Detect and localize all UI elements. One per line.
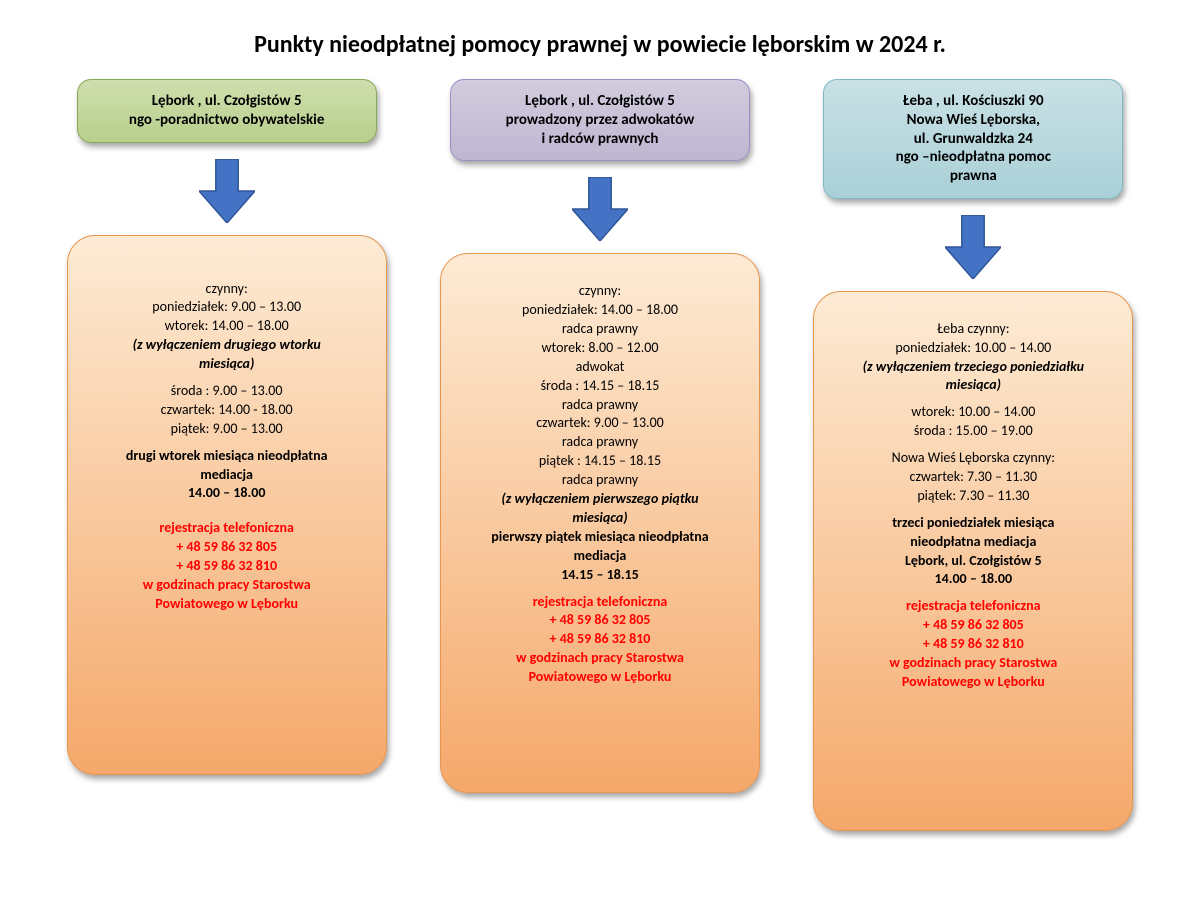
page-title: Punkty nieodpłatnej pomocy prawnej w pow… <box>0 30 1200 59</box>
detail-line: środa : 15.00 – 19.00 <box>832 422 1114 441</box>
detail-line: czwartek: 14.00 - 18.00 <box>86 401 368 420</box>
detail-line: piątek: 9.00 – 13.00 <box>86 420 368 439</box>
spacer <box>832 441 1114 449</box>
header-box: Łeba , ul. Kościuszki 90Nowa Wieś Lębors… <box>823 79 1123 199</box>
detail-line: + 48 59 86 32 810 <box>86 557 368 576</box>
detail-line: 14.00 – 18.00 <box>832 570 1114 589</box>
header-line: Nowa Wieś Lęborska, <box>834 111 1112 130</box>
detail-line: radca prawny <box>459 320 741 339</box>
detail-line: mediacja <box>459 547 741 566</box>
detail-line: miesiąca) <box>459 509 741 528</box>
header-line: Lębork , ul. Czołgistów 5 <box>88 92 366 111</box>
arrow-down <box>572 169 628 249</box>
page: Punkty nieodpłatnej pomocy prawnej w pow… <box>0 0 1200 900</box>
header-line: i radców prawnych <box>461 130 739 149</box>
columns-container: Lębork , ul. Czołgistów 5ngo -poradnictw… <box>0 79 1200 831</box>
detail-line: w godzinach pracy Starostwa <box>86 576 368 595</box>
detail-line: drugi wtorek miesiąca nieodpłatna <box>86 447 368 466</box>
spacer <box>832 395 1114 403</box>
arrow-icon <box>572 177 628 241</box>
detail-line: radca prawny <box>459 433 741 452</box>
detail-line: wtorek: 10.00 – 14.00 <box>832 403 1114 422</box>
spacer <box>832 589 1114 597</box>
detail-line: + 48 59 86 32 805 <box>832 616 1114 635</box>
detail-box: Łeba czynny:poniedziałek: 10.00 – 14.00(… <box>813 291 1133 831</box>
detail-line: radca prawny <box>459 471 741 490</box>
detail-line: Powiatowego w Lęborku <box>832 673 1114 692</box>
detail-line: poniedziałek: 9.00 – 13.00 <box>86 298 368 317</box>
header-line: prowadzony przez adwokatów <box>461 111 739 130</box>
detail-line: 14.00 – 18.00 <box>86 484 368 503</box>
header-box: Lębork , ul. Czołgistów 5prowadzony prze… <box>450 79 750 161</box>
detail-line: + 48 59 86 32 810 <box>832 635 1114 654</box>
detail-line: Lębork, ul. Czołgistów 5 <box>832 552 1114 571</box>
spacer <box>459 585 741 593</box>
header-box: Lębork , ul. Czołgistów 5ngo -poradnictw… <box>77 79 377 143</box>
arrow-icon <box>199 159 255 223</box>
detail-line: + 48 59 86 32 805 <box>86 538 368 557</box>
detail-line: miesiąca) <box>86 355 368 374</box>
detail-line: + 48 59 86 32 805 <box>459 611 741 630</box>
detail-line: piątek: 7.30 – 11.30 <box>832 487 1114 506</box>
detail-line: Nowa Wieś Lęborska czynny: <box>832 449 1114 468</box>
detail-line: (z wyłączeniem drugiego wtorku <box>86 336 368 355</box>
detail-line: trzeci poniedziałek miesiąca <box>832 514 1114 533</box>
detail-line: czwartek: 9.00 – 13.00 <box>459 414 741 433</box>
header-line: ngo –nieodpłatna pomoc <box>834 148 1112 167</box>
detail-box: czynny:poniedziałek: 14.00 – 18.00radca … <box>440 253 760 793</box>
detail-line: mediacja <box>86 466 368 485</box>
spacer <box>86 264 368 280</box>
detail-line: miesiąca) <box>832 376 1114 395</box>
column: Łeba , ul. Kościuszki 90Nowa Wieś Lębors… <box>803 79 1143 831</box>
detail-line: pierwszy piątek miesiąca nieodpłatna <box>459 528 741 547</box>
spacer <box>86 503 368 519</box>
arrow-down <box>199 151 255 231</box>
column: Lębork , ul. Czołgistów 5prowadzony prze… <box>430 79 770 831</box>
header-line: ngo -poradnictwo obywatelskie <box>88 111 366 130</box>
spacer <box>86 374 368 382</box>
spacer <box>86 439 368 447</box>
detail-line: nieodpłatna mediacja <box>832 533 1114 552</box>
detail-line: adwokat <box>459 358 741 377</box>
detail-line: środa : 9.00 – 13.00 <box>86 382 368 401</box>
arrow-icon <box>945 215 1001 279</box>
detail-line: Łeba czynny: <box>832 320 1114 339</box>
detail-line: (z wyłączeniem trzeciego poniedziałku <box>832 358 1114 377</box>
detail-line: radca prawny <box>459 396 741 415</box>
detail-line: (z wyłączeniem pierwszego piątku <box>459 490 741 509</box>
detail-line: czynny: <box>86 280 368 299</box>
detail-box: czynny:poniedziałek: 9.00 – 13.00wtorek:… <box>67 235 387 775</box>
detail-line: rejestracja telefoniczna <box>832 597 1114 616</box>
detail-line: w godzinach pracy Starostwa <box>459 649 741 668</box>
detail-line: rejestracja telefoniczna <box>459 593 741 612</box>
detail-line: wtorek: 14.00 – 18.00 <box>86 317 368 336</box>
header-line: Łeba , ul. Kościuszki 90 <box>834 92 1112 111</box>
detail-line: rejestracja telefoniczna <box>86 519 368 538</box>
detail-line: Powiatowego w Lęborku <box>459 668 741 687</box>
detail-line: piątek : 14.15 – 18.15 <box>459 452 741 471</box>
detail-line: wtorek: 8.00 – 12.00 <box>459 339 741 358</box>
detail-line: poniedziałek: 14.00 – 18.00 <box>459 301 741 320</box>
header-line: Lębork , ul. Czołgistów 5 <box>461 92 739 111</box>
header-line: ul. Grunwaldzka 24 <box>834 130 1112 149</box>
detail-line: środa : 14.15 – 18.15 <box>459 377 741 396</box>
arrow-down <box>945 207 1001 287</box>
detail-line: w godzinach pracy Starostwa <box>832 654 1114 673</box>
spacer <box>832 506 1114 514</box>
detail-line: 14.15 – 18.15 <box>459 566 741 585</box>
column: Lębork , ul. Czołgistów 5ngo -poradnictw… <box>57 79 397 831</box>
detail-line: poniedziałek: 10.00 – 14.00 <box>832 339 1114 358</box>
header-line: prawna <box>834 167 1112 186</box>
detail-line: czynny: <box>459 282 741 301</box>
detail-line: Powiatowego w Lęborku <box>86 595 368 614</box>
detail-line: + 48 59 86 32 810 <box>459 630 741 649</box>
detail-line: czwartek: 7.30 – 11.30 <box>832 468 1114 487</box>
